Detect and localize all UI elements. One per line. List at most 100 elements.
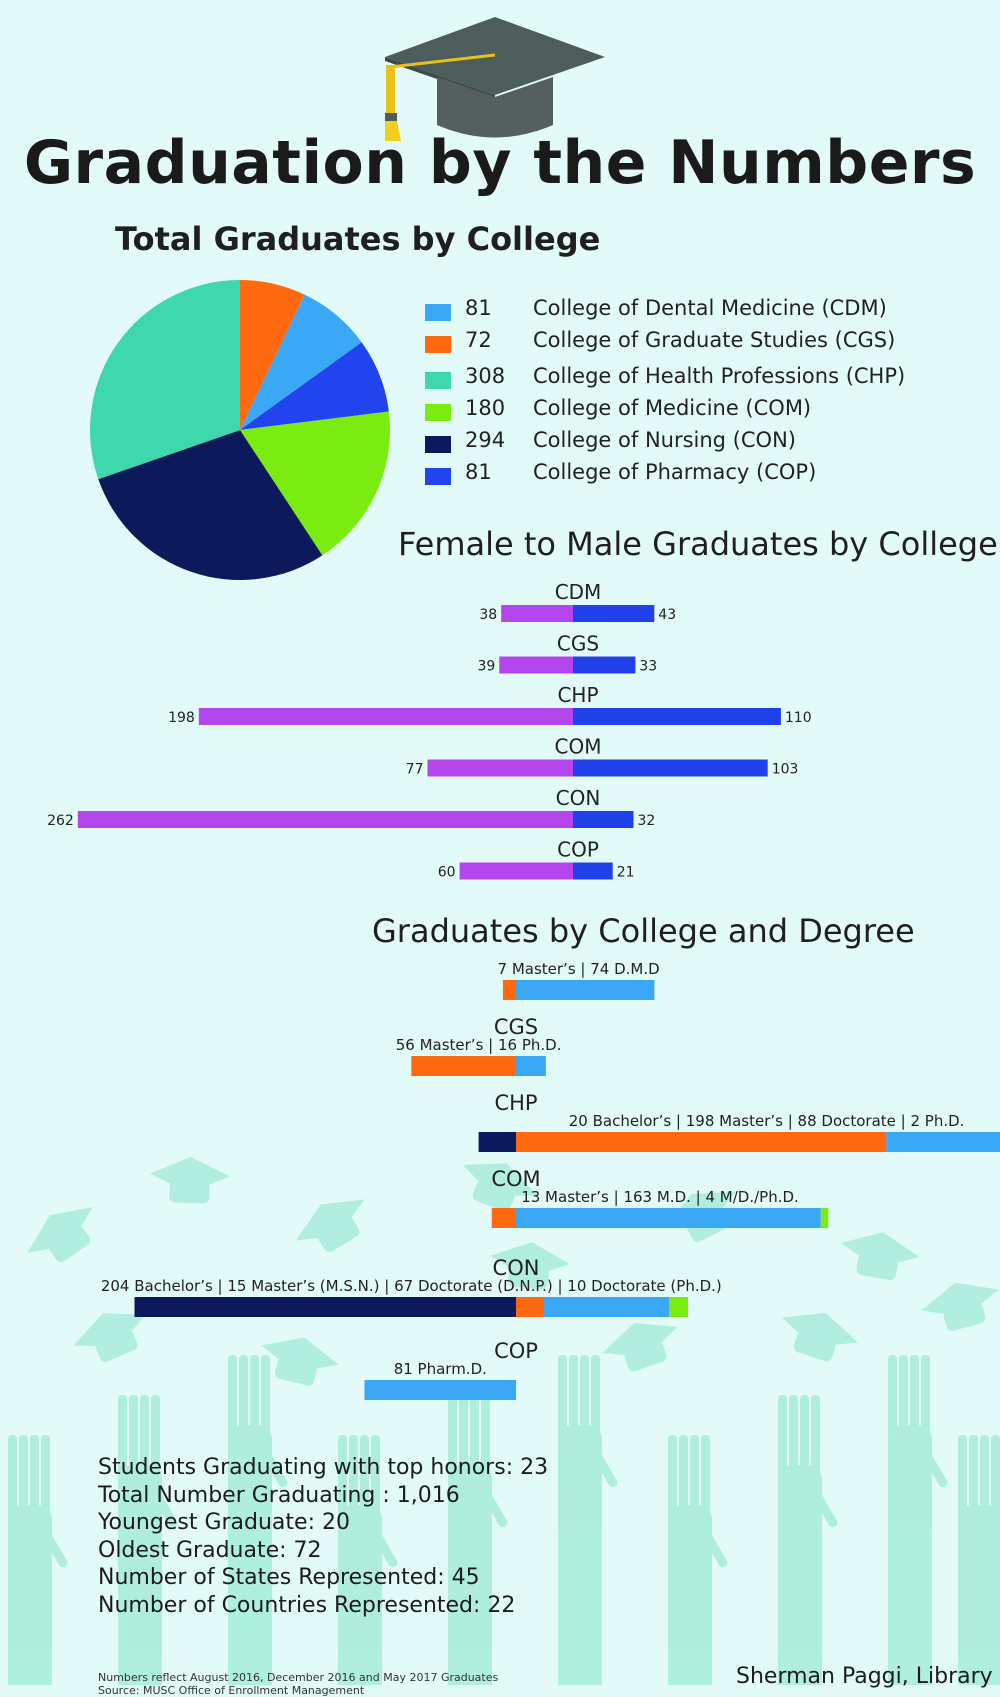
degree-bar-segment: [411, 1056, 516, 1076]
raised-hand-icon: [958, 1435, 1000, 1685]
degree-breakdown-label: 7 Master’s | 74 D.M.D: [498, 960, 660, 978]
female-bar: [77, 811, 574, 828]
stat-top-honors: Students Graduating with top honors: 23: [98, 1455, 549, 1480]
raised-hand-icon: [778, 1395, 838, 1685]
gender-chart-title: Female to Male Graduates by College: [398, 525, 998, 563]
legend-value: 72: [465, 328, 492, 352]
degree-college-label: CGS: [494, 1015, 538, 1039]
degree-bar-segment: [516, 1208, 821, 1228]
stat-countries: Number of Countries Represented: 22: [98, 1592, 516, 1618]
footnote: Numbers reflect August 2016, December 20…: [98, 1671, 498, 1697]
pie-slice-chp: [90, 280, 240, 480]
mortarboard-silhouette-icon: [840, 1232, 920, 1281]
mortarboard-silhouette-icon: [150, 1157, 230, 1204]
female-male-bar-chart: CDM 38 43 CGS 39 33 CHP 198 110 COM 77 103 CON 262 32 C…: [47, 580, 812, 881]
female-value-label: 39: [477, 659, 495, 675]
gender-category-label: COP: [557, 838, 599, 862]
graduation-cap-icon: [385, 17, 605, 141]
legend-value: 294: [465, 428, 506, 452]
degree-breakdown-label: 13 Master’s | 163 M.D. | 4 M/D./Ph.D.: [521, 1188, 799, 1206]
raised-hand-icon: [558, 1355, 618, 1685]
gender-category-label: CHP: [557, 683, 598, 707]
legend-value: 308: [465, 364, 506, 388]
male-value-label: 33: [639, 659, 657, 675]
legend-swatch: [425, 436, 451, 453]
legend-label: College of Dental Medicine (CDM): [533, 296, 887, 320]
legend-swatch: [425, 336, 451, 353]
legend-swatch: [425, 372, 451, 389]
stat-total-graduating: Total Number Graduating : 1,016: [98, 1482, 460, 1508]
mortarboard-silhouette-icon: [27, 1207, 93, 1263]
female-bar: [499, 656, 573, 674]
mortarboard-silhouette-icon: [295, 1199, 365, 1253]
gender-category-label: CDM: [555, 580, 602, 604]
legend-label: College of Graduate Studies (CGS): [533, 328, 896, 352]
infographic-title: Graduation by the Numbers: [23, 128, 977, 198]
legend-label: College of Health Professions (CHP): [533, 364, 906, 388]
raised-hand-icon: [118, 1395, 178, 1685]
degree-bar-segment: [478, 1132, 516, 1152]
stat-youngest: Youngest Graduate: 20: [98, 1510, 350, 1535]
legend-label: College of Nursing (CON): [533, 428, 796, 452]
legend-value: 81: [465, 460, 492, 484]
male-bar: [573, 605, 655, 622]
mortarboard-silhouette-icon: [261, 1337, 339, 1386]
female-bar: [427, 759, 573, 777]
footnote-source: Source: MUSC Office of Enrollment Manage…: [98, 1684, 365, 1697]
legend-value: 180: [465, 396, 506, 420]
degree-bar-segment: [502, 980, 516, 1000]
summary-stats: Students Graduating with top honors: 23 …: [98, 1454, 548, 1619]
pie-slice-cdm: [240, 294, 362, 430]
raised-hands-decoration: [8, 1355, 1000, 1685]
degree-breakdown-label: 204 Bachelor’s | 15 Master’s (M.S.N.) | …: [101, 1277, 722, 1295]
degree-college-label: CHP: [494, 1091, 537, 1115]
male-value-label: 32: [638, 813, 656, 829]
raised-hand-icon: [888, 1355, 948, 1685]
degree-college-label: CON: [493, 1256, 540, 1280]
male-bar: [573, 759, 768, 777]
legend-value: 81: [465, 296, 492, 320]
raised-hand-icon: [228, 1355, 288, 1685]
mortarboard-silhouette-icon: [462, 1163, 538, 1212]
legend-swatch: [425, 404, 451, 421]
degree-bar-segment: [516, 1297, 545, 1317]
degree-bar-segment: [516, 1132, 887, 1152]
pie-slice-cgs: [240, 280, 305, 430]
pie-chart-title: Total Graduates by College: [115, 220, 601, 258]
male-value-label: 21: [617, 865, 635, 881]
legend-label: College of Pharmacy (COP): [533, 460, 817, 484]
pie-slice-cop: [240, 342, 389, 430]
gender-category-label: CON: [556, 786, 601, 810]
female-value-label: 38: [479, 607, 497, 623]
degree-chart-title: Graduates by College and Degree: [372, 912, 915, 950]
graduates-by-college-pie-chart: [90, 280, 390, 580]
degree-bar-segment: [820, 1208, 829, 1228]
mortarboard-silhouette-icon: [490, 1242, 570, 1290]
degree-bar-segment: [544, 1297, 670, 1317]
mortarboard-silhouette-icon: [602, 1322, 678, 1372]
raised-hand-icon: [8, 1435, 68, 1685]
degree-breakdown-label: 56 Master’s | 16 Ph.D.: [396, 1036, 562, 1054]
female-bar: [459, 862, 573, 880]
degree-college-label: COM: [491, 1167, 540, 1191]
degree-breakdown-label: 81 Pharm.D.: [394, 1360, 487, 1378]
female-bar: [501, 605, 573, 622]
gender-category-label: CGS: [557, 632, 599, 656]
female-value-label: 77: [406, 762, 424, 778]
female-value-label: 262: [47, 813, 74, 829]
female-value-label: 60: [438, 865, 456, 881]
degree-bar-segment: [516, 980, 655, 1000]
male-bar: [573, 708, 781, 725]
mortarboard-silhouette-icon: [921, 1282, 999, 1331]
footnote-dates: Numbers reflect August 2016, December 20…: [98, 1671, 499, 1684]
male-value-label: 43: [658, 607, 676, 623]
degree-bar-segment: [516, 1056, 546, 1076]
author-credit: Sherman Paggi, Library: [736, 1664, 993, 1689]
raised-hand-icon: [338, 1435, 398, 1685]
degree-college-label: COP: [494, 1339, 538, 1363]
mortarboard-silhouette-icon: [781, 1312, 859, 1362]
degree-bar-segment: [364, 1380, 516, 1400]
degree-bar-segment: [669, 1297, 688, 1317]
